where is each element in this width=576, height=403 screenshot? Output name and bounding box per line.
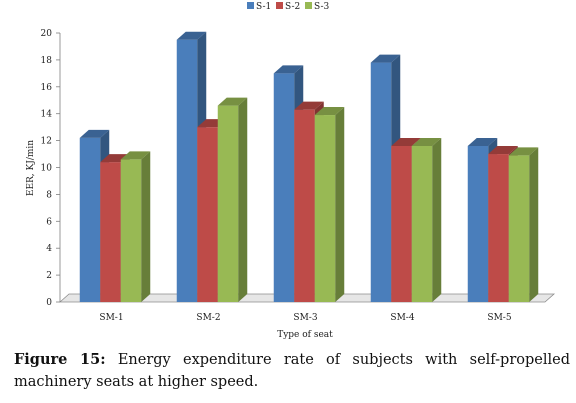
y-tick-label: 6	[46, 217, 52, 227]
bar-front	[411, 145, 433, 302]
y-tick-label: 10	[41, 164, 53, 174]
x-tick-label: SM-2	[196, 313, 220, 323]
x-tick-label: SM-1	[99, 313, 123, 323]
bar-front	[79, 137, 101, 302]
y-tick-label: 2	[46, 271, 52, 281]
bar-side	[335, 107, 345, 302]
caption-label: Figure 15:	[14, 351, 106, 368]
legend-swatch-S-1	[247, 2, 254, 9]
x-axis: SM-1 SM-2 SM-3 SM-4 SM-5	[99, 313, 511, 323]
bar-front	[370, 62, 392, 303]
bar-chart: 0 2 4 6 8 10 12 14 16 18 20 SM-1 SM-2 SM-3 SM-4 SM-5 S…	[26, 2, 556, 340]
bar-top	[217, 97, 248, 106]
bar-front	[197, 127, 218, 303]
bar-side	[238, 97, 248, 302]
bar-S-3-SM-2	[217, 97, 248, 302]
bar-side	[141, 151, 151, 302]
bar-top	[79, 129, 110, 138]
y-axis-label: EER, KJ/min	[26, 140, 36, 196]
legend-label-S-2: S-2	[285, 2, 300, 12]
bar-S-3-SM-1	[120, 151, 151, 302]
bar-front	[467, 145, 489, 302]
y-tick-label: 0	[46, 298, 52, 308]
bar-top	[120, 151, 151, 160]
legend-label-S-1: S-1	[256, 2, 271, 12]
bar-front	[100, 162, 121, 302]
bar-top	[294, 101, 324, 110]
bar-front	[176, 39, 198, 302]
bar-side	[432, 137, 442, 302]
x-axis-label: Type of seat	[277, 330, 333, 340]
y-tick-label: 14	[41, 110, 53, 120]
bar-S-3-SM-4	[411, 137, 442, 302]
bar-front	[314, 115, 336, 302]
bar-front	[508, 155, 530, 302]
legend-swatch-S-2	[276, 2, 283, 9]
x-tick-label: SM-4	[390, 313, 414, 323]
bar-top	[370, 54, 401, 63]
x-tick-label: SM-3	[293, 313, 317, 323]
figure-caption: Figure 15: Energy expenditure rate of su…	[14, 349, 570, 393]
bar-top	[411, 137, 442, 146]
y-tick-label: 8	[46, 190, 52, 200]
x-tick-label: SM-5	[487, 313, 511, 323]
caption-text: Energy expenditure rate of subjects with…	[14, 352, 570, 390]
bar-front	[273, 73, 295, 302]
bar-top	[391, 137, 421, 146]
bar-top	[467, 137, 498, 146]
bar-top	[273, 65, 304, 74]
y-tick-label: 12	[41, 137, 52, 147]
y-tick-label: 18	[41, 56, 53, 66]
y-tick-label: 4	[46, 244, 52, 254]
bar-side	[529, 147, 539, 302]
legend-label-S-3: S-3	[314, 2, 330, 12]
bar-front	[120, 159, 142, 302]
legend-swatch-S-3	[305, 2, 312, 9]
bar-S-3-SM-5	[508, 147, 539, 302]
bar-front	[217, 105, 239, 302]
bar-top	[176, 31, 207, 40]
bar-front	[391, 145, 412, 302]
bar-front	[294, 109, 315, 302]
y-axis: 0 2 4 6 8 10 12 14 16 18 20	[41, 29, 61, 308]
bars	[79, 31, 539, 303]
bar-top	[508, 147, 539, 156]
legend: S-1 S-2 S-3	[247, 2, 330, 12]
bar-S-3-SM-3	[314, 107, 345, 302]
y-tick-label: 20	[41, 29, 53, 39]
bar-top	[488, 146, 518, 155]
bar-front	[488, 154, 509, 302]
y-tick-label: 16	[41, 83, 53, 93]
bar-top	[314, 107, 345, 116]
